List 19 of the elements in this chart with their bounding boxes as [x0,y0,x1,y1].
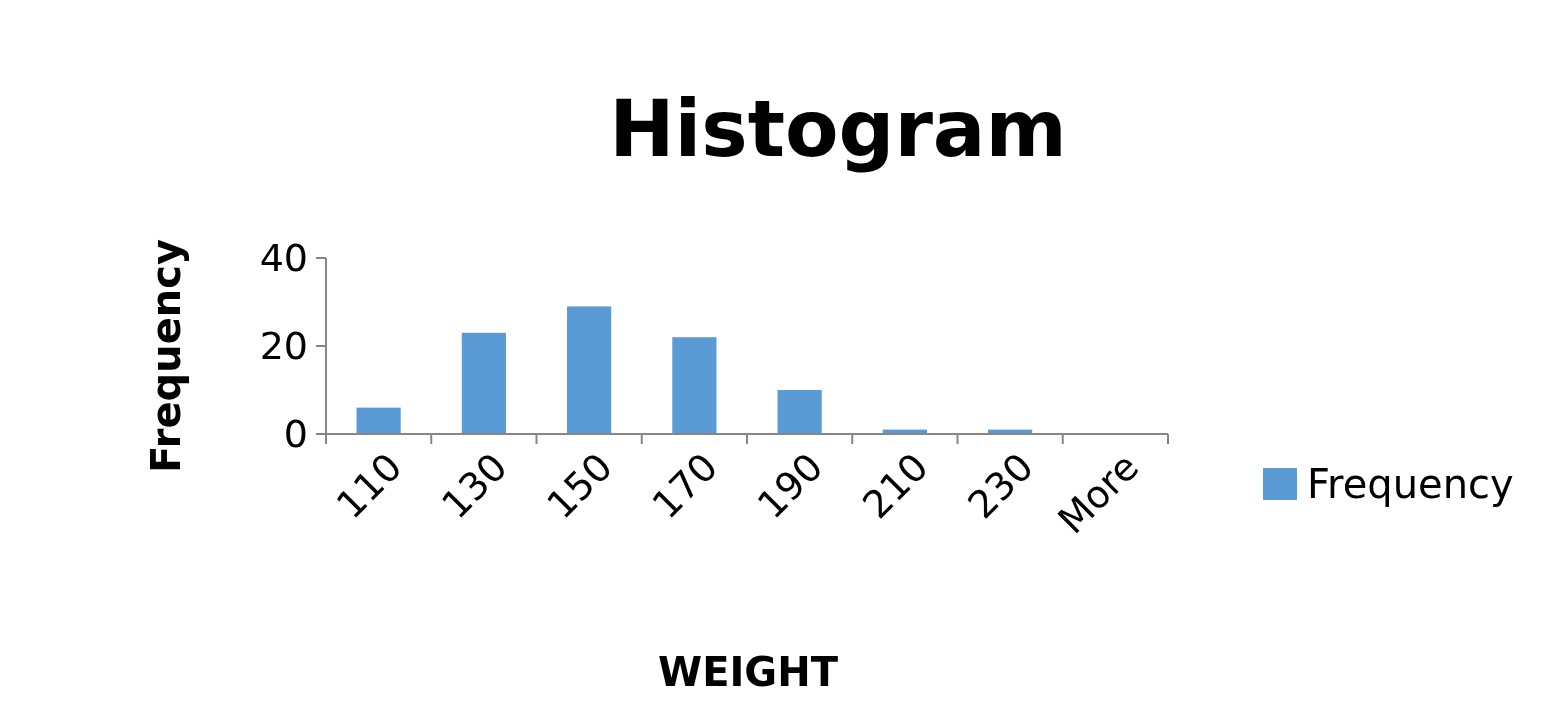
bar [356,407,401,434]
x-tick-label: 230 [959,444,1042,528]
x-tick-label: 130 [433,444,516,528]
y-tick-label: 20 [259,324,308,369]
y-axis-title: Frequency [143,238,189,474]
y-tick-label: 40 [259,236,308,281]
x-tick-label: 210 [854,444,937,528]
x-tick-label: 110 [327,444,411,528]
x-tick-label: 190 [748,444,832,528]
x-axis-title: WEIGHT [658,649,839,695]
bar [777,390,822,434]
y-tick-label: 0 [283,412,308,457]
bar [672,337,717,434]
bar [461,332,506,434]
legend-label: Frequency [1307,461,1514,507]
bar [567,306,612,434]
chart-title: Histogram [609,84,1067,174]
x-tick-label: 170 [643,444,727,528]
x-tick-label: 150 [538,444,621,528]
